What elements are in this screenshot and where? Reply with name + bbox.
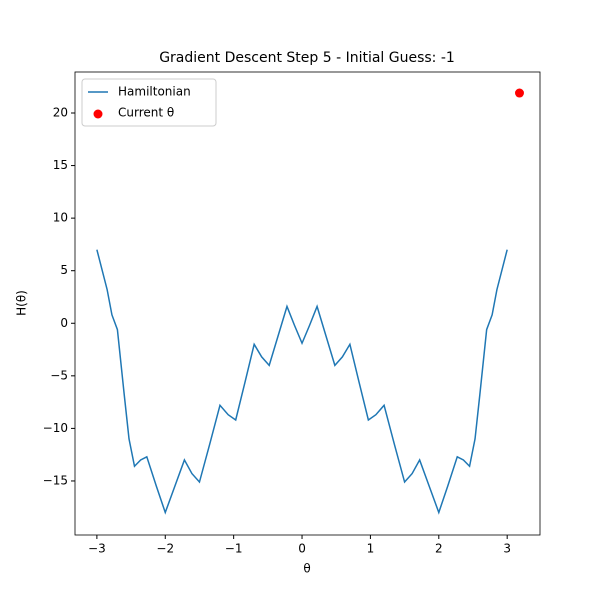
y-axis-label: H(θ): [15, 290, 29, 316]
y-tick-label: 5: [60, 263, 68, 277]
x-tick-label: 2: [435, 542, 443, 556]
legend-box: [81, 78, 217, 127]
x-axis-label: θ: [303, 562, 310, 576]
x-tick-label: −1: [225, 542, 243, 556]
legend: Hamiltonian Current θ: [81, 78, 217, 127]
y-tick-label: −10: [43, 421, 68, 435]
chart-title: Gradient Descent Step 5 - Initial Guess:…: [159, 50, 455, 66]
x-tick-label: 0: [298, 542, 306, 556]
x-tick-label: −2: [156, 542, 174, 556]
y-tick-label: 15: [53, 158, 68, 172]
plot-frame: [74, 71, 541, 536]
legend-label: Hamiltonian: [118, 85, 191, 99]
x-tick-label: −3: [88, 542, 106, 556]
point: [514, 88, 524, 98]
x-tick-label: 1: [367, 542, 375, 556]
line: [96, 249, 508, 515]
x-tick-label: 3: [503, 542, 511, 556]
y-tick-label: −5: [50, 368, 68, 382]
y-tick-label: 20: [53, 106, 68, 120]
y-tick-label: 0: [60, 316, 68, 330]
y-tick-label: 10: [53, 211, 68, 225]
legend-label: Current θ: [118, 106, 174, 120]
y-tick-label: −15: [43, 473, 68, 487]
legend-swatch: [93, 109, 103, 119]
